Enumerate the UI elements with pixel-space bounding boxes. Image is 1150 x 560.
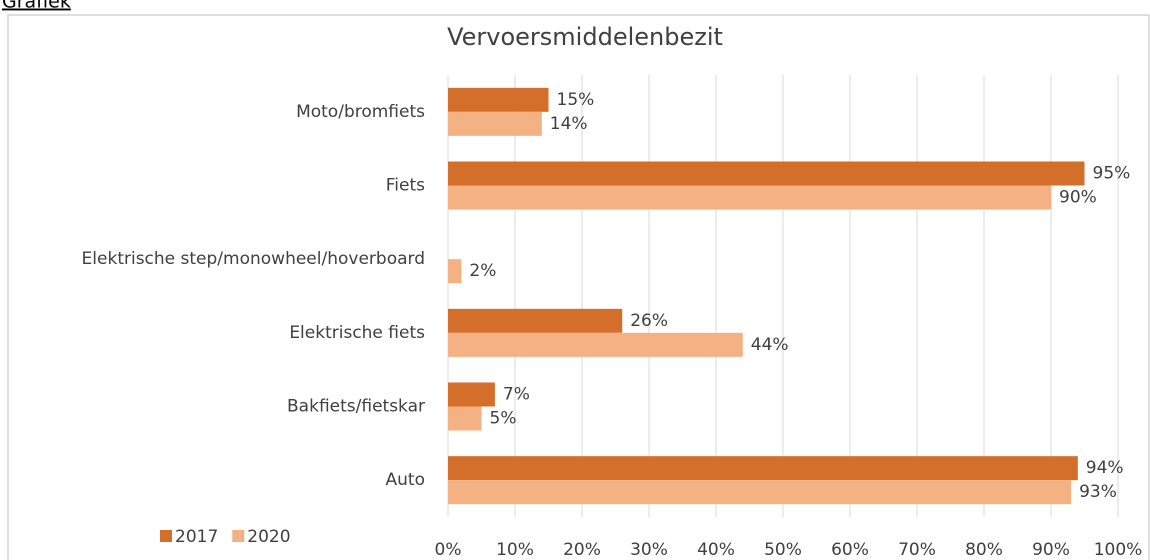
bar: [448, 406, 482, 431]
value-label: 94%: [1086, 458, 1124, 478]
bar: [448, 87, 549, 112]
x-tick-label: 80%: [965, 540, 1003, 560]
value-label: 15%: [557, 90, 595, 110]
y-tick-label: Elektrische fiets: [289, 323, 425, 343]
bar: [448, 259, 462, 284]
bar: [448, 308, 623, 333]
value-label: 95%: [1093, 164, 1131, 184]
bar: [448, 456, 1078, 481]
value-label: 93%: [1079, 482, 1117, 502]
x-tick-label: 40%: [697, 540, 735, 560]
x-tick-label: 90%: [1032, 540, 1070, 560]
y-tick-label: Auto: [386, 470, 425, 490]
value-label: 7%: [503, 385, 530, 405]
value-label: 26%: [630, 311, 668, 331]
x-tick-label: 100%: [1094, 540, 1143, 560]
value-label: 44%: [751, 335, 789, 355]
bar: [448, 185, 1051, 210]
chart-title: Vervoersmiddelenbezit: [447, 23, 723, 51]
y-tick-label: Bakfiets/fietskar: [287, 397, 425, 417]
x-tick-label: 50%: [764, 540, 802, 560]
y-tick-label: Moto/bromfiets: [296, 102, 425, 122]
y-tick-label: Elektrische step/monowheel/hoverboard: [82, 249, 425, 269]
x-tick-label: 20%: [563, 540, 601, 560]
x-tick-label: 0%: [435, 540, 462, 560]
legend-label: 2017: [175, 527, 218, 547]
value-label: 90%: [1059, 188, 1097, 208]
legend-swatch: [232, 530, 245, 542]
x-tick-label: 30%: [630, 540, 668, 560]
bar: [448, 161, 1085, 186]
x-tick-label: 60%: [831, 540, 869, 560]
link[interactable]: Grafiek: [2, 0, 71, 13]
bar: [448, 332, 743, 357]
bar: [448, 382, 495, 407]
value-label: 2%: [469, 261, 496, 281]
value-label: 5%: [490, 409, 517, 429]
x-tick-label: 10%: [496, 540, 534, 560]
legend-label: 2020: [247, 527, 290, 547]
y-tick-label: Fiets: [386, 176, 425, 196]
legend-swatch: [160, 530, 172, 542]
bar: [448, 111, 542, 136]
bar: [448, 480, 1072, 505]
value-label: 14%: [550, 114, 588, 134]
x-tick-label: 70%: [898, 540, 936, 560]
